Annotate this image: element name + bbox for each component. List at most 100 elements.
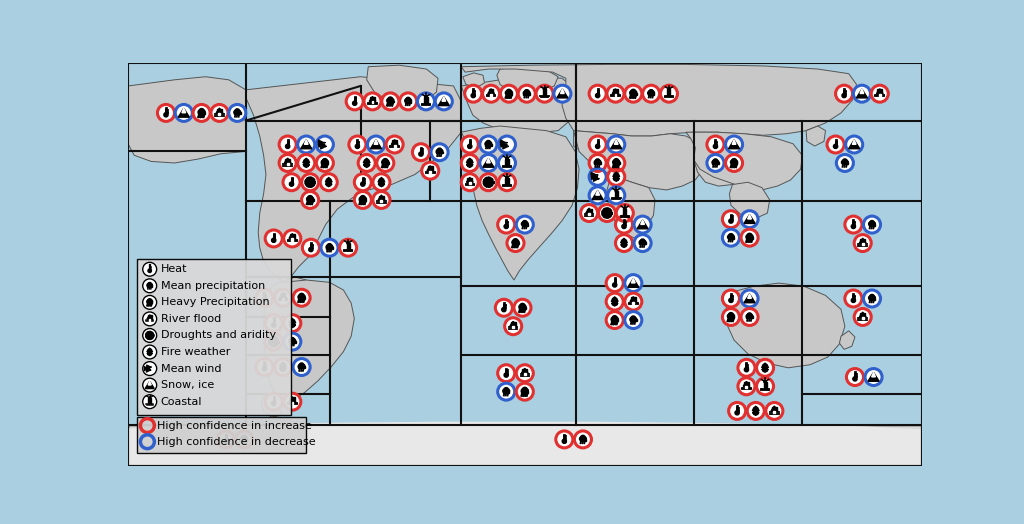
Polygon shape (178, 108, 189, 117)
Circle shape (150, 300, 153, 303)
Bar (404, 101, 412, 103)
Circle shape (843, 159, 847, 163)
Circle shape (283, 174, 300, 191)
Circle shape (234, 109, 240, 114)
Circle shape (436, 150, 440, 154)
Polygon shape (461, 64, 856, 136)
Circle shape (265, 393, 283, 410)
Circle shape (631, 89, 636, 94)
Polygon shape (856, 89, 867, 98)
Circle shape (625, 312, 642, 329)
Bar (512, 242, 519, 244)
Bar (868, 298, 876, 300)
Text: Droughts and aridity: Droughts and aridity (161, 331, 275, 341)
Circle shape (598, 204, 615, 222)
Circle shape (713, 159, 718, 163)
Bar (744, 382, 749, 387)
Circle shape (322, 160, 326, 164)
Circle shape (518, 85, 536, 102)
Circle shape (630, 318, 634, 321)
Circle shape (280, 136, 296, 153)
Circle shape (639, 241, 643, 244)
Circle shape (613, 159, 618, 163)
Circle shape (514, 299, 531, 316)
Bar (506, 178, 509, 184)
Bar (588, 213, 590, 215)
Circle shape (868, 296, 872, 300)
Bar (387, 101, 394, 102)
Circle shape (726, 155, 742, 171)
Circle shape (265, 315, 283, 332)
Circle shape (271, 401, 275, 406)
Circle shape (223, 439, 227, 443)
Circle shape (506, 89, 511, 94)
Circle shape (521, 389, 525, 393)
Circle shape (766, 402, 783, 419)
Bar (346, 244, 349, 250)
Circle shape (302, 174, 318, 191)
Polygon shape (849, 140, 860, 149)
Circle shape (837, 155, 853, 171)
Polygon shape (427, 166, 433, 171)
Polygon shape (442, 97, 445, 101)
Circle shape (757, 359, 773, 376)
Polygon shape (726, 283, 845, 368)
Circle shape (355, 144, 359, 148)
Circle shape (738, 359, 755, 376)
Polygon shape (378, 178, 385, 187)
Bar (322, 162, 329, 164)
Bar (648, 93, 654, 95)
Circle shape (726, 136, 742, 153)
Circle shape (244, 437, 248, 441)
Circle shape (431, 144, 449, 161)
Circle shape (498, 365, 515, 381)
Polygon shape (438, 97, 450, 106)
Circle shape (589, 85, 606, 102)
Polygon shape (486, 158, 490, 163)
Circle shape (390, 99, 394, 103)
Polygon shape (510, 321, 516, 326)
Bar (137, 259, 291, 415)
Bar (282, 298, 284, 300)
Bar (860, 239, 865, 244)
Bar (147, 285, 153, 287)
Circle shape (388, 97, 393, 102)
Circle shape (707, 136, 724, 153)
Bar (289, 341, 296, 343)
Circle shape (556, 431, 572, 448)
Bar (862, 243, 863, 245)
Bar (234, 112, 241, 114)
Circle shape (845, 160, 848, 164)
Circle shape (147, 282, 152, 286)
Circle shape (651, 91, 654, 95)
Circle shape (854, 235, 871, 252)
Circle shape (237, 111, 241, 114)
Circle shape (329, 245, 333, 249)
Circle shape (485, 142, 488, 146)
Circle shape (648, 91, 651, 95)
Circle shape (299, 293, 304, 298)
Circle shape (649, 90, 653, 94)
Bar (746, 237, 753, 239)
Circle shape (236, 431, 253, 448)
Polygon shape (762, 363, 768, 372)
Bar (630, 93, 637, 95)
Circle shape (280, 155, 296, 171)
Bar (613, 90, 617, 94)
Bar (287, 163, 289, 165)
Polygon shape (859, 312, 866, 317)
Polygon shape (729, 182, 770, 219)
Circle shape (827, 136, 844, 153)
Circle shape (496, 299, 512, 316)
Bar (614, 191, 617, 198)
Bar (745, 386, 748, 388)
Circle shape (142, 312, 157, 326)
Polygon shape (852, 140, 856, 144)
Polygon shape (128, 422, 922, 466)
Circle shape (640, 239, 645, 244)
Text: Fire weather: Fire weather (161, 347, 230, 357)
Bar (146, 302, 153, 303)
Circle shape (422, 162, 438, 179)
Circle shape (589, 155, 606, 171)
Circle shape (642, 241, 646, 244)
